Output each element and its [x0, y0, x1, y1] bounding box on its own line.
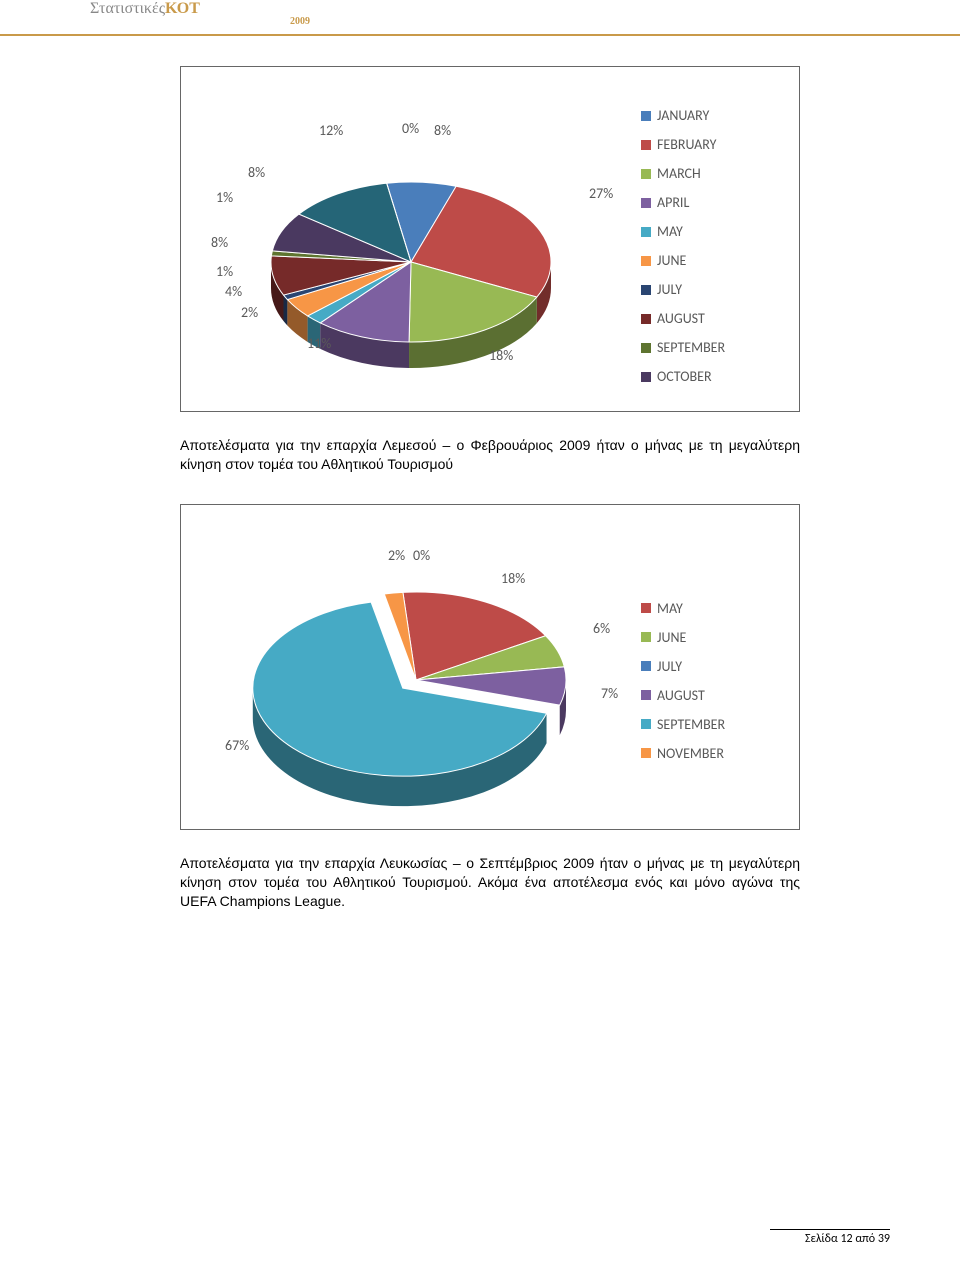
legend-swatch [641, 227, 651, 237]
slice-label: 8% [434, 122, 451, 139]
legend-label: JUNE [657, 629, 686, 646]
header-title-part2: ΚΟΤ [165, 0, 200, 17]
slice-label: 8% [248, 164, 265, 181]
legend-item: SEPTEMBER [641, 339, 725, 356]
slice-label: 7% [601, 685, 618, 702]
legend-swatch [641, 719, 651, 729]
legend-item: JANUARY [641, 107, 725, 124]
legend-label: OCTOBER [657, 368, 712, 385]
page-header: ΣτατιστικέςΚΟΤ 2009 [0, 0, 960, 32]
chart1-legend: JANUARY FEBRUARY MARCH APRIL MAY JUNE JULY AUGU… [641, 107, 725, 397]
legend-label: SEPTEMBER [657, 716, 725, 733]
legend-item: MAY [641, 600, 725, 617]
legend-item: MAY [641, 223, 725, 240]
slice-label: 67% [225, 737, 249, 754]
legend-label: MAY [657, 223, 683, 240]
slice-label: 18% [501, 570, 525, 587]
legend-item: OCTOBER [641, 368, 725, 385]
legend-swatch [641, 748, 651, 758]
slice-label: 27% [589, 185, 613, 202]
legend-item: FEBRUARY [641, 136, 725, 153]
legend-label: NOVEMBER [657, 745, 724, 762]
paragraph-lefkosia: Αποτελέσματα για την επαρχία Λευκωσίας –… [180, 854, 800, 911]
legend-swatch [641, 256, 651, 266]
legend-swatch [641, 372, 651, 382]
legend-item: AUGUST [641, 687, 725, 704]
legend-label: JANUARY [657, 107, 709, 124]
legend-label: AUGUST [657, 687, 705, 704]
legend-label: AUGUST [657, 310, 705, 327]
legend-swatch [641, 169, 651, 179]
legend-item: JUNE [641, 629, 725, 646]
legend-swatch [641, 632, 651, 642]
slice-label: 0% [413, 547, 430, 564]
slice-label: 18% [489, 347, 513, 364]
legend-swatch [641, 343, 651, 353]
legend-label: APRIL [657, 194, 689, 211]
paragraph-lemesos: Αποτελέσματα για την επαρχία Λεμεσού – ο… [180, 436, 800, 474]
legend-swatch [641, 111, 651, 121]
slice-label: 11% [307, 335, 331, 352]
slice-label: 4% [225, 283, 242, 300]
slice-label: 1% [216, 263, 233, 280]
legend-item: JUNE [641, 252, 725, 269]
legend-item: JULY [641, 281, 725, 298]
chart2-legend: MAY JUNE JULY AUGUST SEPTEMBER NOVEMBER [641, 600, 725, 774]
page-content: 8% 27% 18% 11% 2% 4% 1% 8% 1% 8% 12% 0% … [0, 36, 960, 910]
legend-swatch [641, 603, 651, 613]
legend-item: JULY [641, 658, 725, 675]
legend-label: JULY [657, 658, 682, 675]
legend-item: MARCH [641, 165, 725, 182]
legend-swatch [641, 690, 651, 700]
legend-item: AUGUST [641, 310, 725, 327]
legend-item: NOVEMBER [641, 745, 725, 762]
slice-label: 12% [319, 122, 343, 139]
legend-label: MARCH [657, 165, 701, 182]
legend-item: SEPTEMBER [641, 716, 725, 733]
page-footer: Σελίδα 12 από 39 [770, 1229, 890, 1246]
legend-swatch [641, 140, 651, 150]
slice-label: 2% [241, 304, 258, 321]
chart-lefkosia: 2% 0% 18% 6% 7% 67% MAY JUNE JULY AUGUST SEP… [180, 504, 800, 830]
legend-label: JULY [657, 281, 682, 298]
legend-swatch [641, 198, 651, 208]
legend-label: SEPTEMBER [657, 339, 725, 356]
legend-label: MAY [657, 600, 683, 617]
slice-label: 0% [402, 120, 419, 137]
slice-label: 8% [211, 234, 228, 251]
slice-label: 6% [593, 620, 610, 637]
slice-label: 2% [388, 547, 405, 564]
chart-lemesos: 8% 27% 18% 11% 2% 4% 1% 8% 1% 8% 12% 0% … [180, 66, 800, 412]
legend-item: APRIL [641, 194, 725, 211]
slice-label: 1% [216, 189, 233, 206]
header-title-part1: Στατιστικές [90, 0, 165, 17]
legend-swatch [641, 314, 651, 324]
legend-swatch [641, 661, 651, 671]
legend-label: FEBRUARY [657, 136, 716, 153]
legend-label: JUNE [657, 252, 686, 269]
legend-swatch [641, 285, 651, 295]
